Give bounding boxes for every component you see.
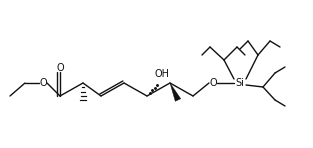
Text: O: O	[209, 78, 217, 88]
Text: O: O	[39, 78, 47, 88]
Text: OH: OH	[155, 69, 170, 79]
Text: Si: Si	[236, 78, 244, 88]
Polygon shape	[170, 83, 181, 101]
Text: O: O	[56, 63, 64, 73]
